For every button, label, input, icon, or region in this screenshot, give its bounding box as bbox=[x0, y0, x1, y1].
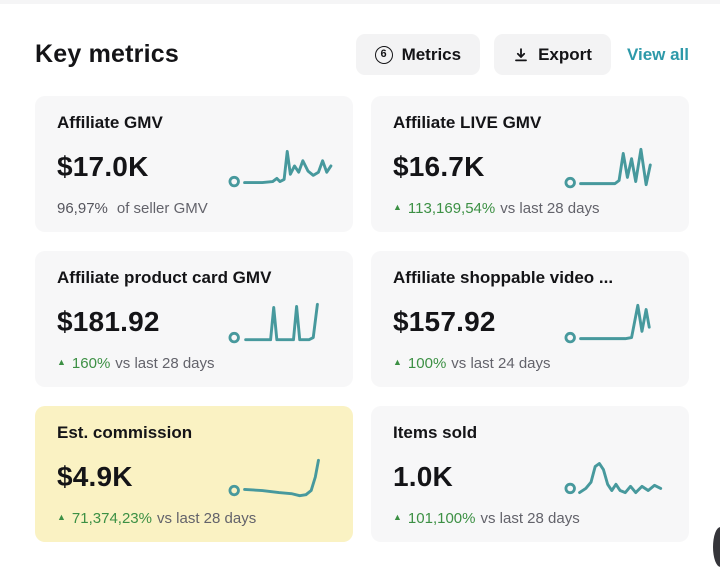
change-suffix: vs last 28 days bbox=[500, 200, 600, 217]
metric-value: $16.7K bbox=[393, 150, 485, 182]
metric-title: Items sold bbox=[393, 423, 478, 442]
metric-value: $157.92 bbox=[393, 305, 496, 337]
metric-subtext: 96,97% of seller GMV bbox=[57, 200, 335, 217]
subtext-suffix: of seller GMV bbox=[116, 200, 208, 217]
metric-card-affiliate-gmv[interactable]: Affiliate GMV $17.0K 96,97% of seller GM… bbox=[35, 96, 353, 232]
top-border-strip bbox=[0, 0, 720, 4]
change-suffix: vs last 28 days bbox=[157, 510, 257, 527]
sparkline-chart bbox=[228, 144, 333, 190]
sparkline-chart bbox=[564, 454, 669, 500]
metric-change: ▲ 100% vs last 24 days bbox=[393, 355, 671, 372]
change-percent: 100% bbox=[407, 355, 447, 372]
metric-title: Affiliate LIVE GMV bbox=[393, 113, 542, 132]
change-percent: 113,169,54% bbox=[407, 200, 496, 217]
metric-value: $181.92 bbox=[57, 305, 160, 337]
metric-change: ▲ 113,169,54% vs last 28 days bbox=[393, 200, 671, 217]
trend-up-icon: ▲ bbox=[393, 202, 402, 212]
metric-change: ▲ 101,100% vs last 28 days bbox=[393, 510, 671, 527]
sparkline-chart bbox=[228, 299, 333, 345]
page-title: Key metrics bbox=[35, 40, 179, 68]
header-actions: 6 Metrics Export View all bbox=[355, 34, 689, 75]
change-suffix: vs last 28 days bbox=[480, 510, 580, 527]
change-percent: 160% bbox=[71, 355, 111, 372]
metrics-count-icon: 6 bbox=[374, 45, 393, 64]
trend-up-icon: ▲ bbox=[393, 512, 402, 522]
metric-value: $4.9K bbox=[57, 460, 133, 492]
metrics-button[interactable]: 6 Metrics bbox=[355, 34, 481, 75]
download-icon bbox=[513, 47, 529, 63]
change-percent: 101,100% bbox=[407, 510, 476, 527]
metric-value: 1.0K bbox=[393, 460, 453, 492]
clipped-floating-element bbox=[713, 527, 720, 567]
trend-up-icon: ▲ bbox=[393, 357, 402, 367]
change-percent: 71,374,23% bbox=[71, 510, 152, 527]
sparkline-chart bbox=[564, 144, 669, 190]
metric-change: ▲ 71,374,23% vs last 28 days bbox=[57, 510, 335, 527]
metric-value: $17.0K bbox=[57, 150, 149, 182]
change-suffix: vs last 28 days bbox=[115, 355, 215, 372]
sparkline-chart bbox=[228, 454, 333, 500]
change-suffix: vs last 24 days bbox=[451, 355, 551, 372]
metrics-button-label: Metrics bbox=[401, 44, 462, 64]
metric-card-est-commission[interactable]: Est. commission $4.9K ▲ 71,374,23% vs la… bbox=[35, 406, 353, 542]
metric-title: Affiliate GMV bbox=[57, 113, 163, 132]
trend-up-icon: ▲ bbox=[57, 512, 66, 522]
metric-card-items-sold[interactable]: Items sold 1.0K ▲ 101,100% vs last 28 da… bbox=[371, 406, 689, 542]
key-metrics-header: Key metrics 6 Metrics Export View all bbox=[0, 0, 720, 75]
sparkline-chart bbox=[564, 299, 669, 345]
view-all-link[interactable]: View all bbox=[626, 44, 689, 64]
metric-card-affiliate-product-card-gmv[interactable]: Affiliate product card GMV $181.92 ▲ 160… bbox=[35, 251, 353, 387]
metric-title: Est. commission bbox=[57, 423, 193, 442]
metric-card-affiliate-live-gmv[interactable]: Affiliate LIVE GMV $16.7K ▲ 113,169,54% … bbox=[371, 96, 689, 232]
metrics-grid: Affiliate GMV $17.0K 96,97% of seller GM… bbox=[35, 96, 689, 542]
metric-card-affiliate-shoppable-video[interactable]: Affiliate shoppable video ... $157.92 ▲ … bbox=[371, 251, 689, 387]
export-button[interactable]: Export bbox=[494, 34, 611, 75]
share-percent: 96,97% bbox=[57, 200, 108, 217]
trend-up-icon: ▲ bbox=[57, 357, 66, 367]
metric-title: Affiliate shoppable video ... bbox=[393, 268, 614, 287]
metric-change: ▲ 160% vs last 28 days bbox=[57, 355, 335, 372]
metric-title: Affiliate product card GMV bbox=[57, 268, 272, 287]
export-button-label: Export bbox=[538, 44, 592, 64]
